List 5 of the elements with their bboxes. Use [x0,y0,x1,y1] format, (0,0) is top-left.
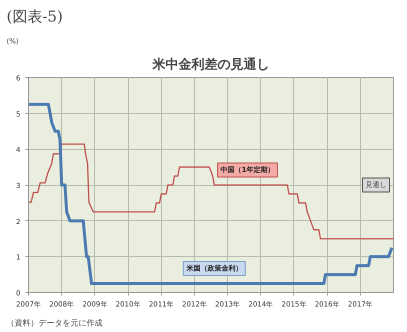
text: （資料）データを元に作成 [6,318,102,328]
text: (図表-5) [6,8,63,26]
line-series [28,144,394,240]
line-series [28,102,394,286]
chart-title: 米中金利差の見通し [152,56,270,72]
